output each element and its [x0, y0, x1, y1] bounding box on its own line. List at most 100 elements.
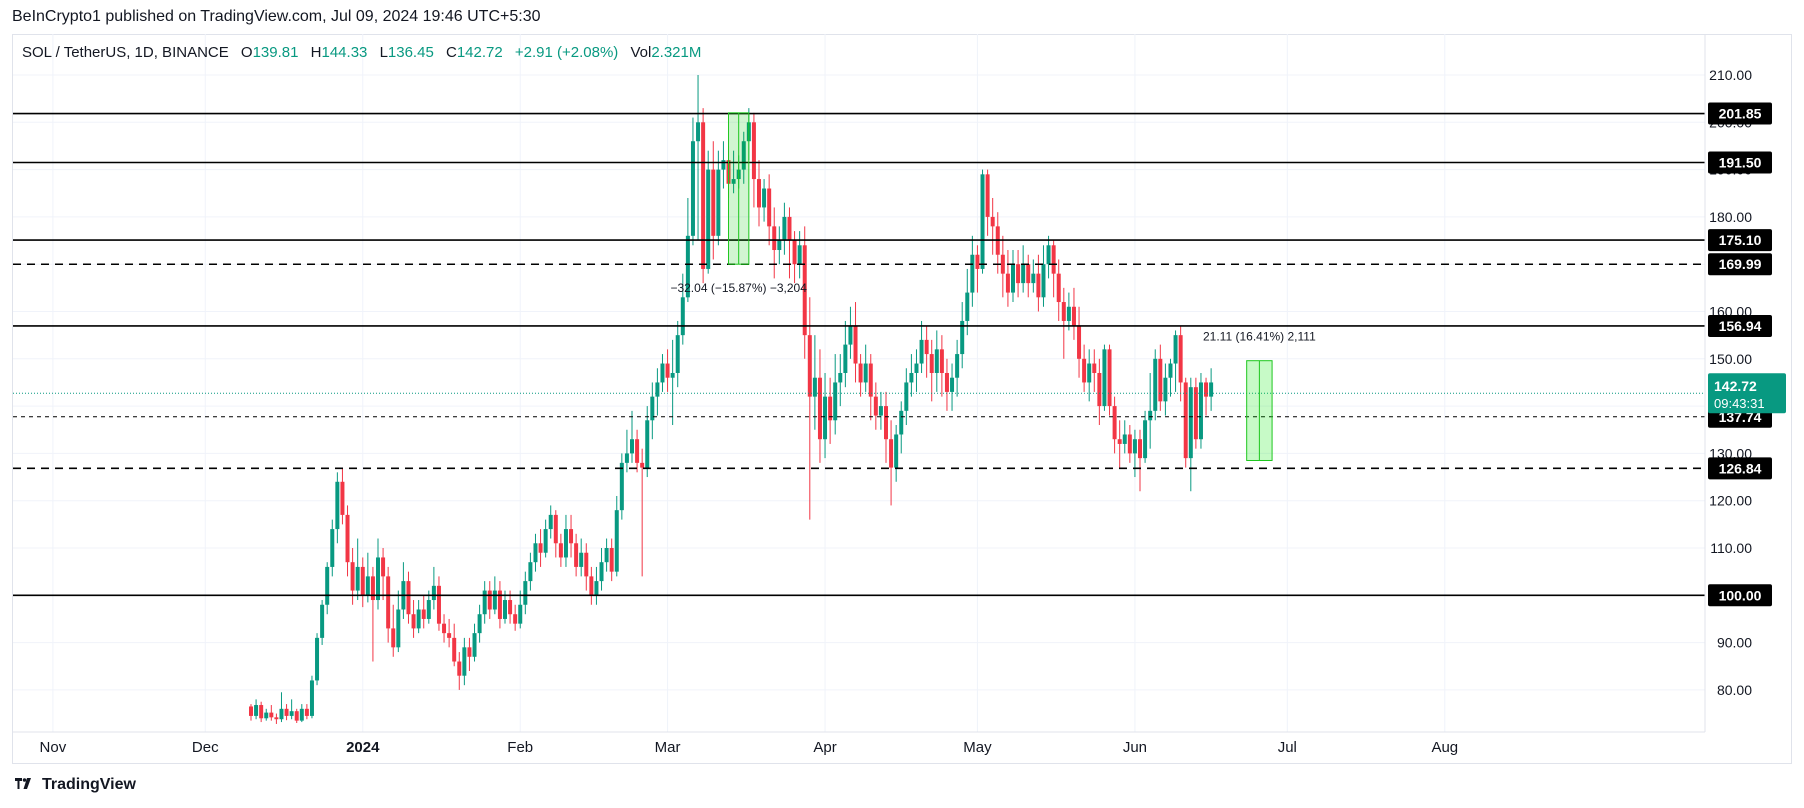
- time-tick-label: Jun: [1123, 739, 1147, 756]
- horizontal-levels: [13, 112, 1705, 597]
- candle-body: [751, 122, 756, 180]
- candle-body: [777, 240, 782, 251]
- candle-body: [1107, 349, 1112, 407]
- price-level-badge: [1708, 151, 1772, 174]
- candle-body: [254, 705, 259, 716]
- candle-body: [1061, 302, 1066, 321]
- candle-body: [660, 363, 665, 383]
- candle-body: [284, 708, 289, 716]
- candle-body: [828, 396, 833, 421]
- price-level-badge: [1708, 457, 1772, 480]
- candle-body: [1011, 264, 1015, 293]
- price-tick-label: 80.00: [1717, 682, 1752, 698]
- candle-body: [1087, 363, 1092, 383]
- candle-body: [1005, 273, 1010, 293]
- candle-body: [411, 614, 416, 629]
- candle-body: [1183, 382, 1188, 459]
- candle-body: [650, 396, 655, 421]
- candle-body: [975, 254, 980, 269]
- candle-body: [787, 216, 792, 241]
- candle-body: [442, 623, 447, 634]
- candle-body: [1132, 439, 1137, 454]
- candle-body: [838, 372, 843, 383]
- price-level-badge: [1708, 314, 1772, 337]
- candle-body: [1198, 382, 1203, 440]
- price-tick-label: 120.00: [1709, 493, 1752, 509]
- price-level-label: 191.50: [1719, 155, 1762, 171]
- candle-body: [1204, 382, 1209, 397]
- candle-body: [772, 226, 777, 251]
- candle-body: [553, 514, 558, 544]
- candle-body: [467, 647, 472, 657]
- measurement-tools: −32.04 (−15.87%) −3,204 21.11 (16.41%) 2,…: [670, 112, 1316, 461]
- candle-body: [675, 335, 680, 373]
- candle-body: [528, 562, 533, 582]
- footer-brand[interactable]: TradingView: [12, 776, 136, 794]
- price-tick-label: 110.00: [1710, 540, 1752, 556]
- candle-body: [477, 614, 482, 634]
- candle-body: [1188, 387, 1193, 459]
- candle-body: [426, 600, 431, 619]
- candle-body: [655, 382, 660, 397]
- candle-body: [431, 585, 436, 601]
- candle-body: [904, 382, 909, 411]
- time-tick-label: May: [963, 739, 992, 756]
- candle-body: [858, 363, 863, 383]
- time-tick-label: Nov: [40, 739, 67, 756]
- low-value: 136.45: [387, 44, 434, 61]
- candle-body: [635, 439, 640, 463]
- volume-value: 2.321M: [651, 44, 702, 61]
- time-tick-label: Dec: [192, 739, 219, 756]
- candle-body: [594, 581, 599, 596]
- price-level-label: 201.85: [1719, 106, 1762, 122]
- candle-body: [386, 576, 391, 629]
- chart-frame[interactable]: [12, 34, 1792, 764]
- candle-body: [376, 557, 380, 601]
- candle-body: [782, 216, 787, 241]
- candle-body: [1031, 273, 1036, 284]
- candle-body: [1071, 306, 1076, 326]
- price-tick-label: 150.00: [1709, 351, 1752, 367]
- candle-body: [452, 637, 457, 662]
- candle-body: [381, 557, 386, 577]
- chart-grid: [13, 34, 1705, 732]
- candle-body: [685, 235, 690, 298]
- candle-body: [690, 141, 695, 236]
- candle-body: [1153, 358, 1158, 411]
- ohlc-legend: SOL / TetherUS, 1D, BINANCE O139.81 H144…: [22, 44, 709, 61]
- price-level-label: 126.84: [1719, 460, 1762, 476]
- candle-body: [1148, 410, 1153, 421]
- candle-body: [823, 396, 828, 440]
- high-label: H: [310, 44, 322, 61]
- candle-body: [569, 529, 574, 544]
- candle-body: [1097, 372, 1102, 407]
- candle-body: [944, 372, 949, 392]
- candle-body: [1016, 264, 1021, 284]
- candle-body: [767, 188, 772, 227]
- candle-body: [1117, 439, 1122, 444]
- time-tick-label: Mar: [655, 739, 681, 756]
- candle-body: [934, 349, 939, 373]
- publisher-line: BeInCrypto1 published on TradingView.com…: [12, 8, 541, 25]
- candle-body: [1046, 245, 1051, 265]
- candle-body: [548, 514, 553, 530]
- candle-body: [817, 377, 822, 440]
- measurement-label: −32.04 (−15.87%) −3,204: [670, 281, 807, 295]
- candle-body: [1082, 358, 1087, 383]
- candle-body: [1036, 273, 1041, 298]
- candle-body: [472, 633, 477, 657]
- time-tick-label: Aug: [1431, 739, 1458, 756]
- candle-body: [365, 576, 370, 596]
- candle-body: [619, 462, 624, 511]
- candle-body: [1092, 363, 1097, 373]
- candle-body: [1168, 363, 1173, 378]
- candle-body: [355, 566, 360, 591]
- candle-body: [315, 637, 320, 681]
- candle-body: [350, 562, 355, 591]
- candle-body: [330, 529, 335, 567]
- candle-body: [1209, 382, 1214, 397]
- countdown-label: 09:43:31: [1714, 396, 1765, 411]
- candle-body: [970, 254, 975, 293]
- candle-body: [624, 453, 629, 463]
